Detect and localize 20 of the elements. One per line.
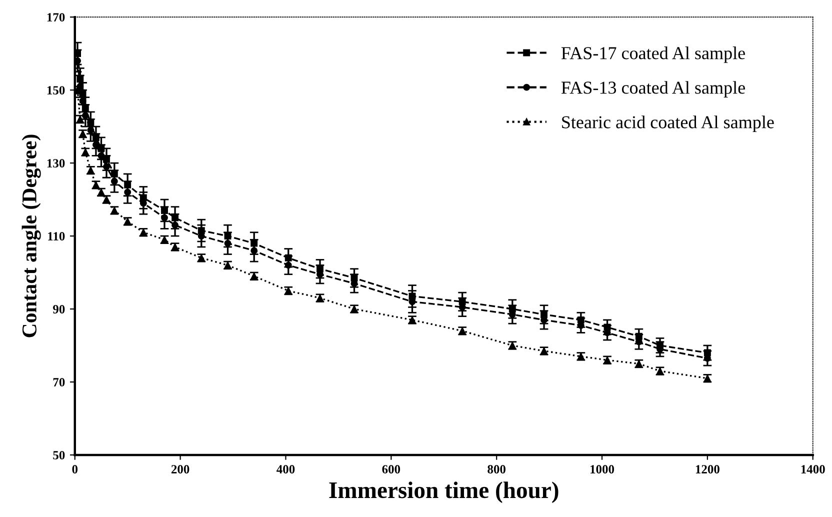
- y-tick-label: 70: [53, 378, 65, 386]
- x-tick-label: 1000: [590, 465, 614, 474]
- x-tick-label: 200: [171, 465, 190, 474]
- legend-label: FAS-17 coated Al sample: [561, 46, 745, 63]
- y-tick-label: 90: [53, 305, 65, 314]
- y-tick-label: 170: [47, 13, 65, 22]
- y-tick-label: 150: [47, 86, 65, 95]
- x-tick-label: 1200: [696, 465, 720, 474]
- x-tick-label: 1400: [801, 465, 825, 474]
- x-tick-label: 0: [72, 465, 78, 474]
- legend-label: FAS-13 coated Al sample: [561, 81, 745, 98]
- x-tick-label: 600: [382, 465, 400, 474]
- x-tick-label: 400: [276, 465, 295, 474]
- y-tick-label: 50: [53, 450, 65, 460]
- y-tick-label: 130: [47, 159, 65, 168]
- x-tick-label: 800: [488, 465, 506, 474]
- legend-label: Stearic acid coated Al sample: [562, 116, 774, 132]
- y-tick-label: 110: [48, 232, 65, 240]
- x-axis-title: Immersion time (hour): [329, 482, 558, 503]
- y-axis-title: Contact angle (Degree): [22, 134, 41, 338]
